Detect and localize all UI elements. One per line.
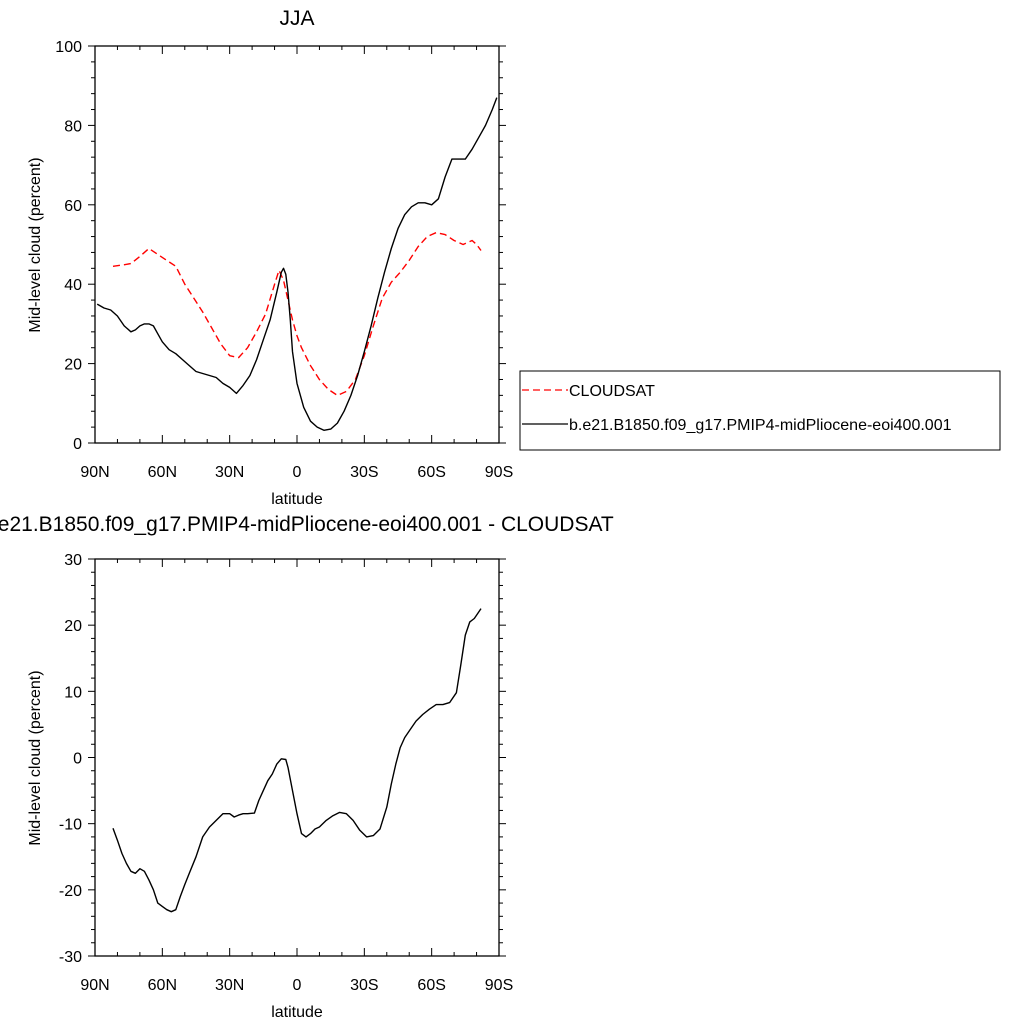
bottom-chart-xtick-label: 30S bbox=[350, 977, 378, 994]
top-chart-xtick-label: 60S bbox=[417, 464, 445, 481]
bottom-chart-xtick-label: 90N bbox=[80, 977, 109, 994]
top-chart-ytick-label: 60 bbox=[64, 198, 82, 215]
bottom-chart-title: b.e21.B1850.f09_g17.PMIP4-midPliocene-eo… bbox=[0, 513, 614, 536]
top-chart-frame bbox=[94, 45, 500, 444]
top-chart-ytick-label: 0 bbox=[73, 436, 82, 453]
bottom-chart-ytick-label: 10 bbox=[64, 684, 82, 701]
top-chart-ylabel: Mid-level cloud (percent) bbox=[27, 157, 44, 332]
legend: CLOUDSAT b.e21.B1850.f09_g17.PMIP4-midPl… bbox=[519, 370, 1001, 451]
bottom-chart-xtick-label: 30N bbox=[215, 977, 244, 994]
top-chart-xtick-label: 90S bbox=[485, 464, 513, 481]
bottom-chart-xtick-label: 90S bbox=[485, 977, 513, 994]
bottom-chart-xlabel: latitude bbox=[271, 1004, 323, 1021]
bottom-chart-xtick-label: 60N bbox=[148, 977, 177, 994]
top-chart-title: JJA bbox=[279, 7, 314, 30]
top-chart-xlabel: latitude bbox=[271, 491, 323, 508]
top-chart-xtick-label: 30N bbox=[215, 464, 244, 481]
bottom-chart: b.e21.B1850.f09_g17.PMIP4-midPliocene-eo… bbox=[0, 513, 614, 1021]
bottom-chart-series-line-0 bbox=[112, 608, 482, 913]
top-chart-series-line-1 bbox=[96, 97, 498, 431]
bottom-chart-frame bbox=[94, 558, 500, 957]
top-chart-series-line-0 bbox=[112, 231, 482, 397]
bottom-chart-ytick-label: 0 bbox=[73, 751, 82, 768]
bottom-chart-series bbox=[112, 608, 482, 913]
bottom-chart-tick-labels: 90N 60N 30N 0 30S 60S 90S -30 -20 -10 0 10 20 30 bbox=[59, 552, 513, 994]
top-chart-ytick-label: 20 bbox=[64, 357, 82, 374]
top-chart-tick-labels: 90N 60N 30N 0 30S 60S 90S 0 20 40 60 80 100 bbox=[55, 39, 513, 481]
top-chart: JJA 90N 60N 30N 0 30S 60S 90S 0 20 40 60 80 100 lati… bbox=[27, 7, 1001, 508]
legend-label-cloudsat: CLOUDSAT bbox=[569, 383, 655, 400]
top-chart-ytick-label: 80 bbox=[64, 118, 82, 135]
bottom-chart-ytick-label: -20 bbox=[59, 883, 82, 900]
top-chart-xtick-label: 0 bbox=[293, 464, 302, 481]
bottom-chart-ytick-label: 30 bbox=[64, 552, 82, 569]
bottom-chart-ytick-label: -10 bbox=[59, 817, 82, 834]
bottom-chart-ytick-label: 20 bbox=[64, 618, 82, 635]
top-chart-ytick-label: 40 bbox=[64, 277, 82, 294]
top-chart-xtick-label: 30S bbox=[350, 464, 378, 481]
top-chart-series bbox=[96, 97, 498, 431]
bottom-chart-ticks bbox=[88, 558, 506, 957]
legend-label-model: b.e21.B1850.f09_g17.PMIP4-midPliocene-eo… bbox=[569, 417, 952, 434]
bottom-chart-xtick-label: 60S bbox=[417, 977, 445, 994]
top-chart-xtick-label: 60N bbox=[148, 464, 177, 481]
bottom-chart-xtick-label: 0 bbox=[293, 977, 302, 994]
top-chart-ytick-label: 100 bbox=[55, 39, 82, 56]
bottom-chart-ytick-label: -30 bbox=[59, 949, 82, 966]
legend-frame bbox=[519, 370, 1001, 451]
bottom-chart-ylabel: Mid-level cloud (percent) bbox=[27, 670, 44, 845]
top-chart-xtick-label: 90N bbox=[80, 464, 109, 481]
